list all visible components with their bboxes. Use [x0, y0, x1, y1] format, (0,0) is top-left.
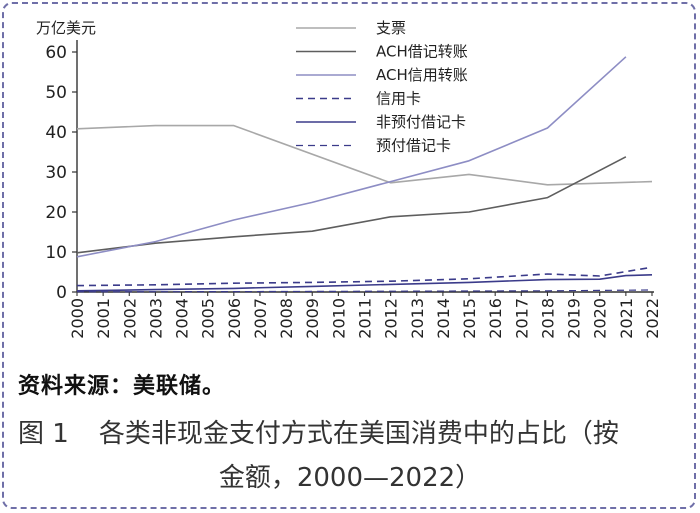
line-chart: 万亿美元 0 10 20 30 40 50 60 2000 2001 2002 2003 2004 200…	[36, 19, 662, 339]
legend-label-5: 非预付借记卡	[376, 113, 466, 131]
x-tick-label: 2004	[173, 298, 192, 339]
legend-label-4: 信用卡	[376, 90, 421, 108]
caption-title-line2: 金额，2000—2022）	[218, 463, 482, 493]
x-tick-label: 2000	[68, 298, 87, 339]
y-tick-label: 60	[45, 43, 67, 63]
series-line-4	[76, 266, 653, 287]
legend-label-1: 支票	[376, 19, 406, 37]
x-tick-label: 2016	[486, 298, 505, 339]
x-tick-label: 2022	[643, 298, 662, 339]
legend-label-6: 预付借记卡	[376, 137, 451, 155]
x-tick-label: 2006	[225, 298, 244, 339]
x-tick-label: 2015	[460, 298, 479, 339]
series-line-1	[76, 124, 653, 186]
x-tick-label: 2017	[512, 298, 531, 339]
series-line-3	[76, 56, 627, 258]
series-line-2	[76, 156, 627, 254]
x-tick-label: 2009	[303, 298, 322, 339]
source-note: 资料来源：美联储。	[18, 373, 226, 399]
x-tick-label: 2002	[120, 298, 139, 339]
x-tick-label: 2018	[538, 298, 557, 339]
x-tick-label: 2011	[356, 298, 375, 339]
caption-title-line1: 各类非现金支付方式在美国消费中的占比（按	[98, 419, 619, 449]
legend-label-3: ACH信用转账	[376, 66, 468, 84]
x-tick-label: 2010	[329, 298, 348, 339]
figure-number: 图 1	[18, 419, 69, 449]
caption-line-1: 图 1 各类非现金支付方式在美国消费中的占比（按	[18, 412, 682, 456]
y-tick-label: 30	[45, 163, 67, 183]
series-line-5	[76, 274, 653, 292]
y-axis-label: 万亿美元	[36, 19, 96, 37]
figure-caption: 图 1 各类非现金支付方式在美国消费中的占比（按 金额，2000—2022）	[18, 412, 682, 500]
x-tick-label: 2003	[146, 298, 165, 339]
series-line-6	[76, 289, 653, 293]
x-tick-label: 2001	[94, 298, 113, 339]
x-tick-label: 2005	[199, 298, 218, 339]
figure-frame	[2, 2, 696, 509]
y-tick-label: 50	[45, 83, 67, 103]
x-tick-label: 2012	[382, 298, 401, 339]
x-tick-label: 2019	[565, 298, 584, 339]
x-tick-label: 2013	[408, 298, 427, 339]
y-tick-label: 10	[45, 243, 67, 263]
x-tick-label: 2014	[434, 298, 453, 339]
x-tick-label: 2007	[251, 298, 270, 339]
x-tick-label: 2008	[277, 298, 296, 339]
y-tick-label: 0	[56, 283, 67, 303]
y-tick-label: 20	[45, 203, 67, 223]
y-tick-label: 40	[45, 123, 67, 143]
x-tick-label: 2021	[617, 298, 636, 339]
x-tick-label: 2020	[591, 298, 610, 339]
legend-label-2: ACH借记转账	[376, 43, 468, 61]
